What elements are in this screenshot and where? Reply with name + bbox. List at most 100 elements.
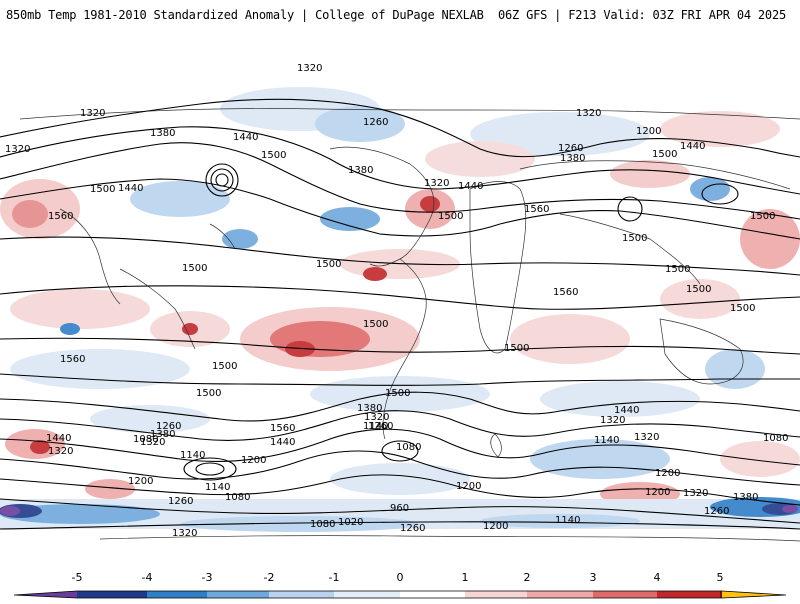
colorbar-swatch [77,591,147,598]
contour-label: 1200 [483,521,508,532]
map-canvas: 1320 1320 1380 1440 1500 1440 1500 1560 … [0,39,800,557]
contour-labels: 1320 1320 1380 1440 1500 1440 1500 1560 … [5,63,788,539]
colorbar-swatch [269,591,334,598]
contour-label: 1500 [385,388,410,399]
anomaly-map: 1320 1320 1380 1440 1500 1440 1500 1560 … [0,39,800,557]
colorbar-swatch [527,591,593,598]
colorbar-swatch [722,591,786,598]
contour-label: 1500 [730,303,755,314]
contour-label: 1080 [763,433,788,444]
contour-label: 1440 [680,141,705,152]
colorbar-tick-label: -5 [72,571,83,584]
contour-label: 1500 [363,319,388,330]
contour-label: 1140 [180,450,205,461]
colorbar-tick-label: -4 [142,571,153,584]
colorbar-tick-label: -3 [202,571,213,584]
colorbar-outline [13,590,787,599]
contour-label: 1260 [704,506,729,517]
contour-label: 1260 [363,117,388,128]
colorbar-swatch [465,591,527,598]
contour-label: 1440 [233,132,258,143]
colorbar-tick-label: 2 [524,571,531,584]
coastlines [19,108,800,542]
colorbar-tick-label: 4 [654,571,661,584]
colorbar-ticks: -5 -4 -3 -2 -1 0 1 2 3 4 5 [72,571,724,584]
contour-label: 1560 [60,354,85,365]
colorbar-swatch [334,591,400,598]
colorbar-tick-label: 1 [462,571,469,584]
contour-label: 1320 [80,108,105,119]
contour-label: 1140 [363,421,388,432]
contour-label: 1080 [396,442,421,453]
contour-label: 1500 [196,388,221,399]
contour-label: 1320 [576,108,601,119]
colorbar-swatch [147,591,207,598]
contour-label: 1380 [150,429,175,440]
contour-label: 1200 [456,481,481,492]
contour-label: 1320 [140,437,165,448]
contour-label: 1380 [733,492,758,503]
contour-label: 1260 [558,143,583,154]
contour-label: 1200 [241,455,266,466]
colorbar-swatches [13,590,787,599]
contour-label: 1080 [310,519,335,530]
contour-label: 960 [390,503,409,514]
contour-label: 1080 [133,434,158,445]
colorbar-swatch [720,591,722,598]
contour-label: 1140 [594,435,619,446]
contour-label: 1200 [128,476,153,487]
contour-label: 1500 [316,259,341,270]
contour-label: 1320 [172,528,197,539]
header-bar: 850mb Temp 1981-2010 Standardized Anomal… [0,0,800,34]
contour-label: 1320 [364,412,389,423]
contour-label: 1440 [270,437,295,448]
contour-label: 1260 [368,421,393,432]
contour-label: 1560 [48,211,73,222]
contour-label: 1380 [150,128,175,139]
contour-label: 1560 [553,287,578,298]
contour-label: 1320 [600,415,625,426]
contour-label: 1500 [622,233,647,244]
contour-label: 1560 [270,423,295,434]
contour-label: 1500 [686,284,711,295]
colorbar-tick-label: 5 [717,571,724,584]
contour-label: 1440 [458,181,483,192]
contour-label: 1500 [652,149,677,160]
contour-label: 1380 [357,403,382,414]
colorbar-tick-label: 3 [590,571,597,584]
contour-label: 1080 [225,492,250,503]
colorbar: -5 -4 -3 -2 -1 0 1 2 3 4 5 [0,570,800,600]
colorbar-svg: -5 -4 -3 -2 -1 0 1 2 3 4 5 [13,571,787,599]
colorbar-tick-label: 0 [397,571,404,584]
contour-label: 1320 [297,63,322,74]
colorbar-tick-label: -2 [264,571,275,584]
colorbar-swatch [14,591,77,598]
contour-label: 1200 [645,487,670,498]
contour-label: 1260 [168,496,193,507]
contour-label: 1500 [261,150,286,161]
contour-label: 1020 [338,517,363,528]
contour-label: 1320 [683,488,708,499]
height-contours [0,98,800,530]
contour-label: 1380 [560,153,585,164]
contour-label: 1560 [524,204,549,215]
contour-label: 1380 [348,165,373,176]
contour-label: 1440 [46,433,71,444]
contour-label: 1500 [438,211,463,222]
colorbar-swatch [593,591,657,598]
contour-label: 1200 [655,468,680,479]
colorbar-swatch [400,591,465,598]
contour-label: 1140 [205,482,230,493]
contour-label: 1260 [156,421,181,432]
colorbar-swatch [207,591,269,598]
contour-label: 1320 [5,144,30,155]
contour-label: 1320 [634,432,659,443]
contour-label: 1500 [182,263,207,274]
contour-label: 1500 [212,361,237,372]
contour-label: 1440 [118,183,143,194]
contour-label: 1500 [90,184,115,195]
colorbar-tick-label: -1 [329,571,340,584]
colorbar-swatch [657,591,720,598]
model-run-info: 06Z GFS | F213 Valid: 03Z FRI APR 04 202… [497,8,786,22]
contour-label: 1500 [504,343,529,354]
